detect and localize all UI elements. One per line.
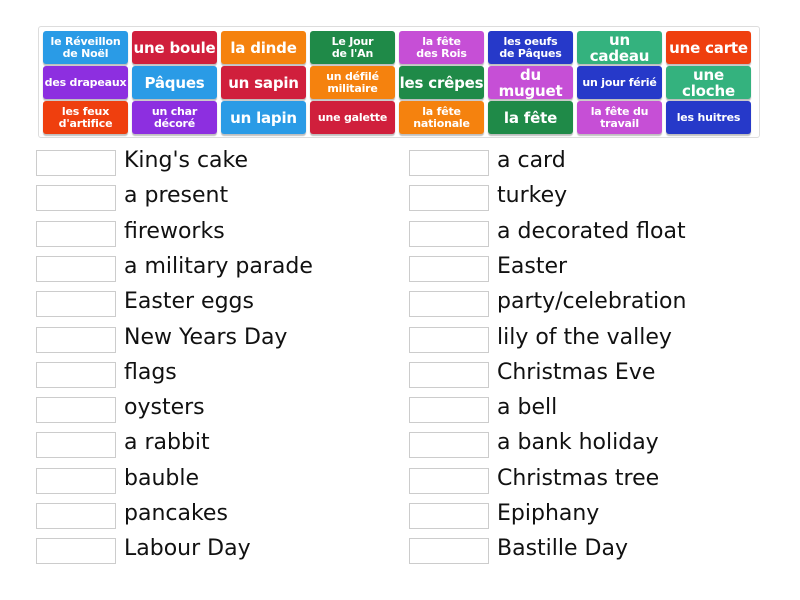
drop-box[interactable] <box>409 361 489 388</box>
drop-box[interactable] <box>36 185 116 212</box>
prompt-label: a rabbit <box>124 430 210 456</box>
prompt-label: New Years Day <box>124 324 288 350</box>
word-tile[interactable]: un cadeau <box>577 31 662 64</box>
word-tile[interactable]: un char décoré <box>132 101 217 134</box>
word-tile[interactable]: une boule <box>132 31 217 64</box>
word-tile[interactable]: les oeufs de Pâques <box>488 31 573 64</box>
drop-box[interactable] <box>36 255 116 282</box>
word-tile[interactable]: du muguet <box>488 66 573 99</box>
drop-box[interactable] <box>36 326 116 353</box>
prompt-label: fireworks <box>124 218 225 244</box>
drop-box[interactable] <box>409 467 489 494</box>
word-tile[interactable]: Le Jour de l'An <box>310 31 395 64</box>
prompt-label: a card <box>497 148 566 173</box>
prompt-label: a decorated float <box>497 218 686 244</box>
drop-box[interactable] <box>36 432 116 459</box>
word-tile[interactable]: un défilé militaire <box>310 66 395 99</box>
prompt-label: Christmas Eve <box>497 359 656 385</box>
word-tile[interactable]: la fête nationale <box>399 101 484 134</box>
prompt-label: Labour Day <box>124 536 251 562</box>
word-tile[interactable]: les huitres <box>666 101 751 134</box>
prompt-label: Easter eggs <box>124 289 254 315</box>
word-tile[interactable]: des drapeaux <box>43 66 128 99</box>
drop-box[interactable] <box>409 150 489 176</box>
prompt-label: a bank holiday <box>497 430 659 456</box>
word-tile[interactable]: une cloche <box>666 66 751 99</box>
prompt-label: a present <box>124 183 229 209</box>
prompt-label: a bell <box>497 395 558 421</box>
word-tile[interactable]: le Réveillon de Noël <box>43 31 128 64</box>
word-tile[interactable]: un sapin <box>221 66 306 99</box>
word-tile[interactable]: Pâques <box>132 66 217 99</box>
word-tile[interactable]: une galette <box>310 101 395 134</box>
drop-box[interactable] <box>36 503 116 529</box>
drop-box[interactable] <box>36 291 116 318</box>
word-tile[interactable]: un lapin <box>221 101 306 134</box>
word-tile[interactable]: une carte <box>666 31 751 64</box>
drop-box[interactable] <box>409 397 489 424</box>
prompt-label: a military parade <box>124 253 313 279</box>
drop-box[interactable] <box>409 255 489 282</box>
word-tile[interactable]: la dinde <box>221 31 306 64</box>
prompt-label: King's cake <box>124 148 249 173</box>
word-tile[interactable]: les feux d'artifice <box>43 101 128 134</box>
word-tile[interactable]: la fête du travail <box>577 101 662 134</box>
drop-box[interactable] <box>36 467 116 494</box>
drop-box[interactable] <box>409 220 489 247</box>
prompt-label: oysters <box>124 395 205 421</box>
prompt-label: flags <box>124 359 177 385</box>
drop-box[interactable] <box>409 538 489 565</box>
prompt-label: turkey <box>497 183 568 209</box>
drop-box[interactable] <box>409 326 489 353</box>
drop-box[interactable] <box>409 291 489 318</box>
word-tile[interactable]: la fête des Rois <box>399 31 484 64</box>
drop-box[interactable] <box>409 185 489 212</box>
prompt-label: lily of the valley <box>497 324 672 350</box>
prompt-label: bauble <box>124 465 200 491</box>
prompt-label: Easter <box>497 253 568 279</box>
drop-box[interactable] <box>409 503 489 529</box>
drop-box[interactable] <box>36 150 116 176</box>
drop-box[interactable] <box>36 397 116 424</box>
drop-box[interactable] <box>36 220 116 247</box>
drop-box[interactable] <box>409 432 489 459</box>
prompt-label: Christmas tree <box>497 465 660 491</box>
drop-box[interactable] <box>36 538 116 565</box>
drop-box[interactable] <box>36 361 116 388</box>
prompt-label: pancakes <box>124 501 228 526</box>
word-bank: le Réveillon de Noël une boule la dinde Le … <box>38 26 760 138</box>
word-tile[interactable]: un jour férié <box>577 66 662 99</box>
word-tile[interactable]: les crêpes <box>399 66 484 99</box>
prompt-label: Bastille Day <box>497 536 628 562</box>
word-tile[interactable]: la fête <box>488 101 573 134</box>
prompt-label: party/celebration <box>497 289 687 315</box>
prompt-label: Epiphany <box>497 501 600 526</box>
